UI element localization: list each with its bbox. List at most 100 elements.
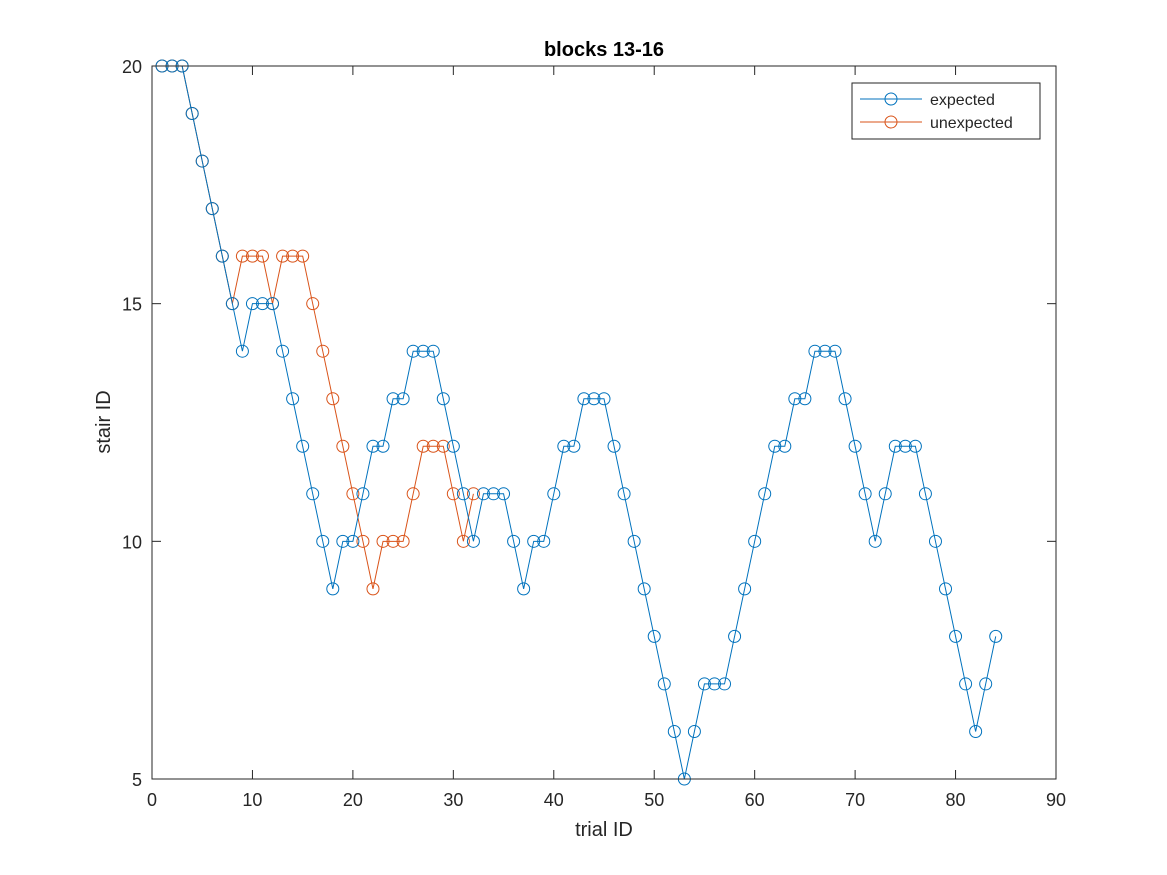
data-point-expected <box>748 534 762 548</box>
data-point-expected <box>768 439 782 453</box>
data-point-expected <box>356 487 370 501</box>
data-point-expected <box>456 487 470 501</box>
data-point-expected <box>788 392 802 406</box>
legend-box <box>851 82 1041 140</box>
data-point-expected <box>868 534 882 548</box>
data-point-expected <box>517 582 531 596</box>
data-point-expected <box>707 677 721 691</box>
data-point-expected <box>898 439 912 453</box>
data-point-unexpected <box>306 297 320 311</box>
data-point-expected <box>466 534 480 548</box>
legend-label-unexpected: unexpected <box>930 115 1013 132</box>
legend-marker-expected <box>884 92 898 106</box>
y-tick-label: 5 <box>132 770 142 790</box>
data-point-unexpected <box>276 249 290 263</box>
data-point-expected <box>597 392 611 406</box>
data-point-expected <box>878 487 892 501</box>
data-point-expected <box>687 724 701 738</box>
series-layer <box>155 59 1003 786</box>
data-point-expected <box>537 534 551 548</box>
data-point-expected <box>908 439 922 453</box>
series-line-expected <box>162 65 997 780</box>
data-point-expected <box>416 344 430 358</box>
data-point-expected <box>969 724 983 738</box>
data-point-expected <box>647 629 661 643</box>
data-point-expected <box>547 487 561 501</box>
x-tick-label: 20 <box>343 790 363 810</box>
data-point-expected <box>959 677 973 691</box>
data-point-expected <box>928 534 942 548</box>
plot-area <box>152 66 1056 779</box>
data-point-expected <box>426 344 440 358</box>
data-point-expected <box>848 439 862 453</box>
data-point-unexpected <box>436 439 450 453</box>
data-point-unexpected <box>296 249 310 263</box>
x-tick-label: 40 <box>544 790 564 810</box>
data-point-expected <box>326 582 340 596</box>
data-point-expected <box>255 297 269 311</box>
data-point-expected <box>627 534 641 548</box>
data-point-expected <box>979 677 993 691</box>
data-point-unexpected <box>386 534 400 548</box>
data-point-unexpected <box>466 487 480 501</box>
data-point-unexpected <box>286 249 300 263</box>
data-point-expected <box>607 439 621 453</box>
x-tick-label: 60 <box>745 790 765 810</box>
data-point-expected <box>225 297 239 311</box>
data-point-expected <box>245 297 259 311</box>
data-point-expected <box>738 582 752 596</box>
data-point-unexpected <box>456 534 470 548</box>
data-point-expected <box>527 534 541 548</box>
data-point-expected <box>446 439 460 453</box>
data-point-expected <box>316 534 330 548</box>
data-point-expected <box>728 629 742 643</box>
data-point-expected <box>637 582 651 596</box>
data-point-expected <box>818 344 832 358</box>
data-point-expected <box>718 677 732 691</box>
data-point-expected <box>205 202 219 216</box>
y-tick-label: 15 <box>122 295 142 315</box>
data-point-expected <box>276 344 290 358</box>
x-tick-label: 70 <box>845 790 865 810</box>
data-point-expected <box>497 487 511 501</box>
axes-box <box>151 65 1057 780</box>
data-point-expected <box>346 534 360 548</box>
x-tick-label: 30 <box>443 790 463 810</box>
data-point-expected <box>296 439 310 453</box>
y-tick-label: 10 <box>122 532 142 552</box>
data-point-expected <box>758 487 772 501</box>
data-point-expected <box>185 107 199 121</box>
data-point-unexpected <box>446 487 460 501</box>
data-point-expected <box>476 487 490 501</box>
data-point-expected <box>858 487 872 501</box>
data-point-expected <box>888 439 902 453</box>
data-point-unexpected <box>416 439 430 453</box>
data-point-expected <box>406 344 420 358</box>
data-point-expected <box>215 249 229 263</box>
data-point-expected <box>667 724 681 738</box>
data-point-expected <box>808 344 822 358</box>
data-point-expected <box>587 392 601 406</box>
data-point-unexpected <box>235 249 249 263</box>
data-point-unexpected <box>366 582 380 596</box>
data-point-expected <box>798 392 812 406</box>
ticks-layer: 0 10 20 30 40 50 60 70 80 90 5 10 15 20 <box>122 57 1066 810</box>
data-point-expected <box>577 392 591 406</box>
data-point-expected <box>989 629 1003 643</box>
data-point-expected <box>306 487 320 501</box>
data-point-expected <box>195 154 209 168</box>
legend-label-expected: expected <box>930 92 995 109</box>
data-point-unexpected <box>245 249 259 263</box>
data-point-expected <box>366 439 380 453</box>
y-axis-label: stair ID <box>93 390 115 453</box>
data-point-expected <box>286 392 300 406</box>
x-tick-label: 0 <box>147 790 157 810</box>
data-point-expected <box>507 534 521 548</box>
data-point-expected <box>778 439 792 453</box>
x-tick-label: 90 <box>1046 790 1066 810</box>
data-point-unexpected <box>255 249 269 263</box>
data-point-expected <box>918 487 932 501</box>
data-point-expected <box>838 392 852 406</box>
data-point-expected <box>336 534 350 548</box>
